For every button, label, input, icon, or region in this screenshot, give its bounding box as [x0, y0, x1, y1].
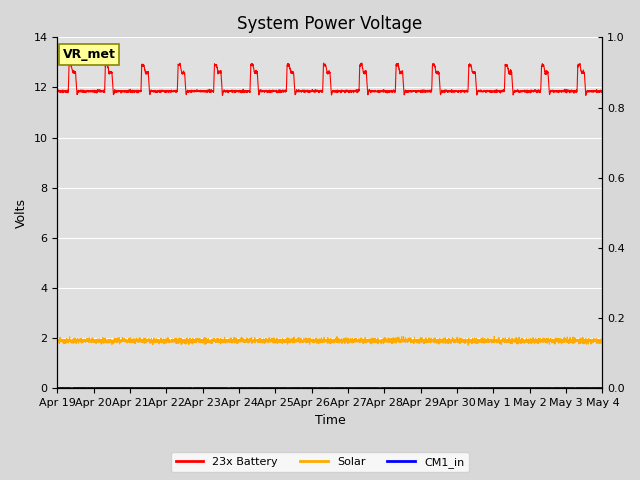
- Legend: 23x Battery, Solar, CM1_in: 23x Battery, Solar, CM1_in: [171, 452, 469, 472]
- Title: System Power Voltage: System Power Voltage: [237, 15, 422, 33]
- X-axis label: Time: Time: [314, 414, 345, 427]
- Text: VR_met: VR_met: [63, 48, 116, 61]
- Y-axis label: Volts: Volts: [15, 198, 28, 228]
